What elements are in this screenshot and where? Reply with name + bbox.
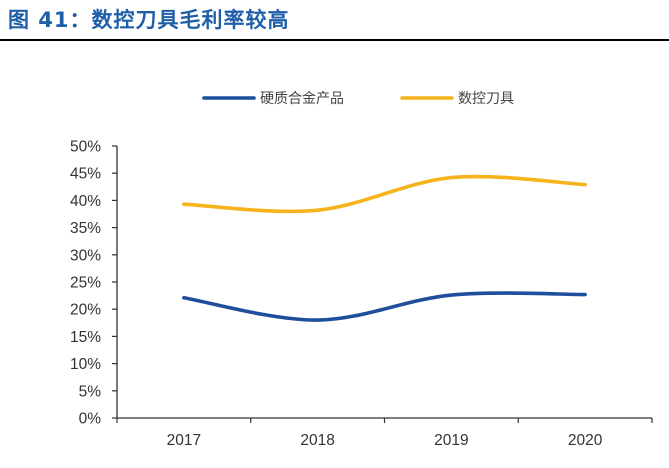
series-line-cnc-tools (182, 174, 587, 214)
x-tick-label: 2020 (568, 432, 603, 449)
x-tick-label: 2019 (434, 432, 468, 449)
y-tick-label: 5% (79, 383, 102, 400)
y-tick-label: 0% (79, 411, 102, 428)
figure-title: 图 41：数控刀具毛利率较高 (8, 8, 290, 32)
y-tick-label: 25% (70, 275, 101, 292)
y-tick-label: 15% (70, 329, 101, 346)
x-tick-label: 2018 (300, 432, 334, 449)
y-tick-label: 30% (70, 247, 101, 264)
y-tick-label: 50% (70, 139, 101, 156)
series-line-cemented-carbide (182, 291, 587, 322)
title-divider (0, 39, 669, 41)
legend-label-cemented-carbide: 硬质合金产品 (260, 91, 344, 107)
legend-label-cnc-tools: 数控刀具 (458, 91, 514, 107)
y-tick-label: 20% (70, 302, 101, 319)
y-tick-label: 10% (70, 356, 101, 373)
y-tick-label: 35% (70, 220, 101, 237)
y-tick-label: 45% (70, 166, 101, 183)
x-tick-label: 2017 (167, 432, 201, 449)
y-tick-label: 40% (70, 193, 101, 210)
